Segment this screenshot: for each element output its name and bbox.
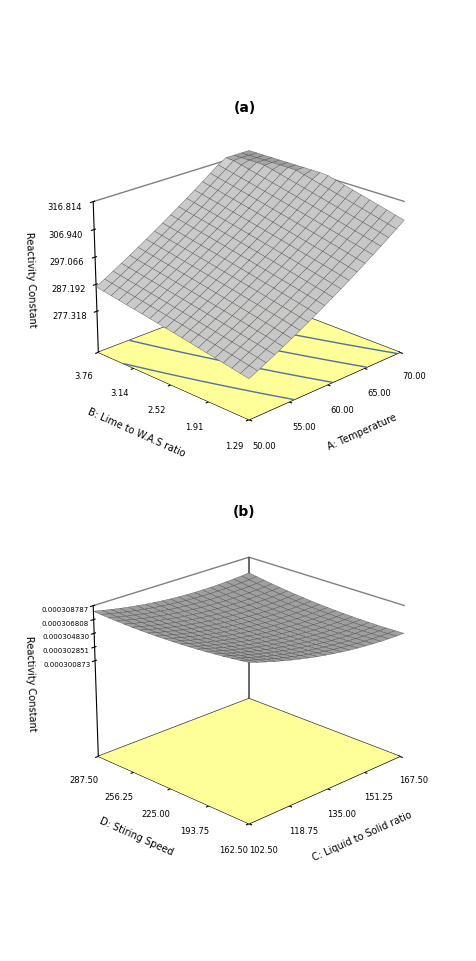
Y-axis label: D: Stiring Speed: D: Stiring Speed: [98, 815, 174, 856]
X-axis label: C: Liquid to Solid ratio: C: Liquid to Solid ratio: [310, 809, 412, 862]
Title: (a): (a): [233, 101, 255, 115]
Title: (b): (b): [233, 505, 255, 519]
X-axis label: A: Temperature: A: Temperature: [325, 412, 397, 452]
Y-axis label: B: Lime to W.A.S ratio: B: Lime to W.A.S ratio: [86, 407, 186, 458]
